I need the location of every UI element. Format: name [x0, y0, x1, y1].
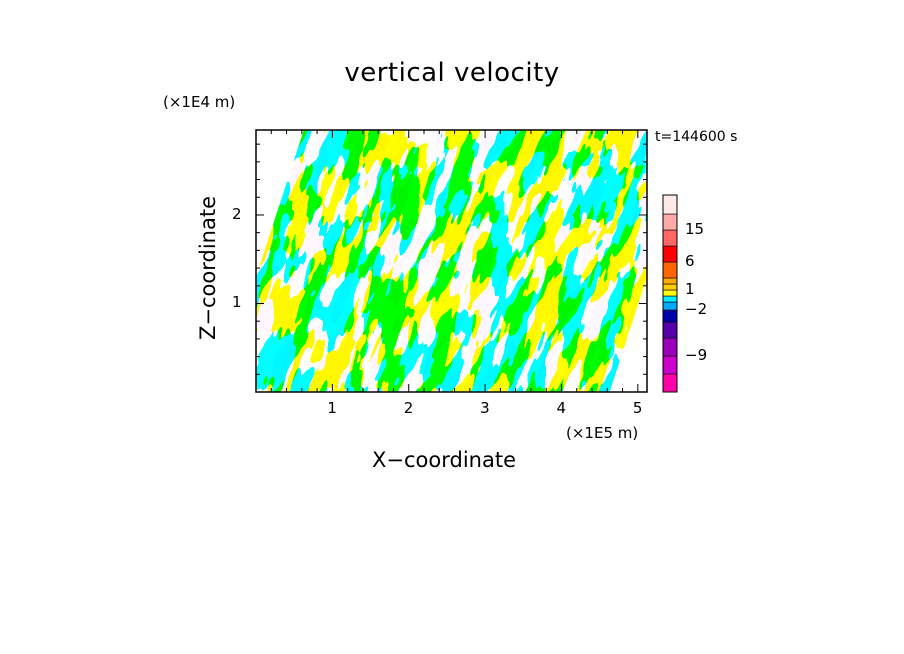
- colorbar-swatch: [662, 309, 678, 323]
- x-tick-label: 2: [403, 399, 414, 417]
- x-unit-label: (×1E5 m): [566, 424, 639, 442]
- plot-area: [256, 130, 647, 392]
- colorbar-swatch: [662, 289, 678, 297]
- y-tick-label: 2: [232, 204, 242, 223]
- x-ticks: [255, 130, 639, 392]
- y-ticks: [256, 143, 647, 393]
- colorbar-swatch: [662, 194, 678, 215]
- colorbar: [662, 194, 678, 393]
- colorbar-tick-label: 1: [685, 280, 695, 298]
- x-tick-label: 4: [556, 399, 567, 417]
- colorbar-swatch: [662, 337, 678, 357]
- y-unit-label: (×1E4 m): [163, 93, 236, 111]
- colorbar-swatch: [662, 321, 678, 339]
- colorbar-swatch: [662, 301, 678, 311]
- colorbar-swatch: [662, 229, 678, 247]
- y-tick-label: 1: [232, 293, 242, 312]
- colorbar-tick-label: −9: [685, 346, 708, 364]
- colorbar-swatch: [662, 295, 678, 303]
- time-label: t=144600 s: [655, 129, 738, 145]
- colorbar-frame: [662, 194, 678, 393]
- colorbar-swatch: [662, 283, 678, 291]
- colorbar-swatch: [662, 261, 678, 279]
- chart-title: vertical velocity: [344, 58, 560, 88]
- colorbar-swatch: [662, 213, 678, 231]
- y-axis-label: Z−coordinate: [196, 196, 220, 340]
- plot-frame: [255, 129, 648, 393]
- x-tick-label: 3: [480, 399, 490, 417]
- colorbar-tick-label: 15: [685, 220, 705, 238]
- colorbar-tick-label: −2: [685, 300, 708, 318]
- colorbar-swatch: [662, 277, 678, 285]
- colorbar-swatch: [662, 245, 678, 263]
- colorbar-swatch: [662, 373, 678, 393]
- velocity-field: [256, 130, 647, 392]
- x-tick-label: 1: [327, 399, 337, 417]
- x-axis-label: X−coordinate: [372, 448, 516, 472]
- x-tick-label: 5: [632, 399, 643, 417]
- colorbar-tick-label: 6: [685, 252, 695, 270]
- colorbar-swatch: [662, 355, 678, 375]
